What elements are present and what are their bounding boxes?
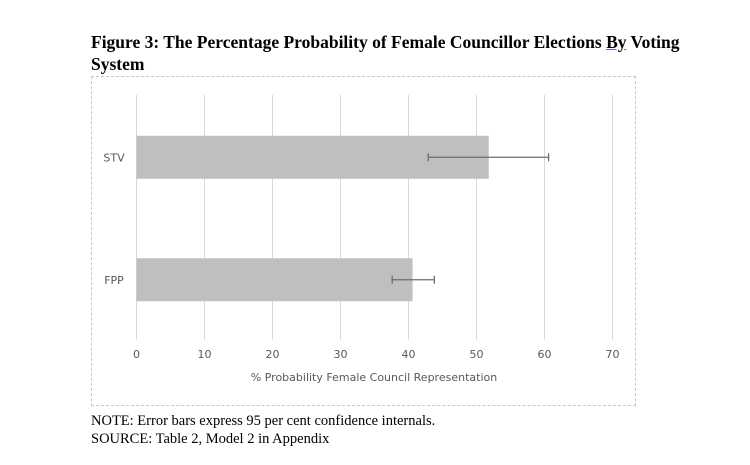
error-bar-stv (427, 153, 550, 162)
note-text: NOTE: Error bars express 95 per cent con… (91, 413, 436, 429)
figure-title-underlined-word: By (606, 32, 627, 52)
x-tick-label: 10 (198, 348, 212, 361)
error-bar-fpp (391, 275, 435, 284)
x-axis-label: % Probability Female Council Representat… (251, 371, 497, 384)
figure-title-rest: Voting System (91, 32, 680, 74)
x-tick-label: 40 (402, 348, 416, 361)
category-label: STV (103, 151, 125, 164)
figure-title: Figure 3: The Percentage Probability of … (91, 31, 731, 75)
x-tick-label: 50 (470, 348, 484, 361)
figure-title-text: Figure 3: The Percentage Probability of … (91, 32, 607, 52)
x-tick-label: 30 (334, 348, 348, 361)
category-label: FPP (104, 274, 124, 287)
bars (136, 135, 489, 302)
figure-notes: NOTE: Error bars express 95 per cent con… (91, 412, 435, 448)
x-tick-labels: 0 10 20 30 40 50 60 70 (133, 348, 620, 361)
x-tick-label: 60 (538, 348, 552, 361)
error-bars (391, 153, 550, 284)
x-tick-label: 20 (266, 348, 280, 361)
bar-fpp (136, 258, 413, 302)
x-tick-label: 0 (133, 348, 140, 361)
chart-frame (91, 76, 636, 406)
gridlines (136, 95, 613, 340)
x-tick-label: 70 (606, 348, 620, 361)
category-labels: STV FPP (103, 151, 125, 287)
source-text: SOURCE: Table 2, Model 2 in Appendix (91, 431, 330, 447)
